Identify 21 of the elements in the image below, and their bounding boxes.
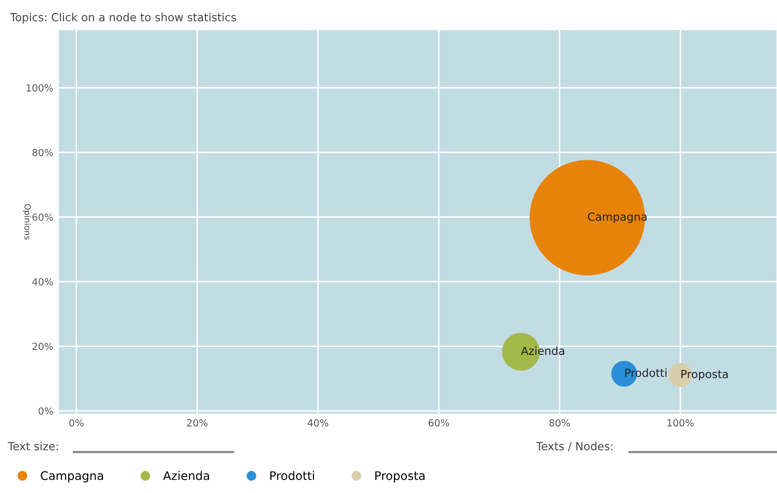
y-tick-label: 60% bbox=[32, 213, 53, 221]
text: Texts / Nodes: bbox=[536, 442, 612, 452]
legend-label: Proposta bbox=[375, 471, 425, 482]
x-tick-label: 100% bbox=[668, 419, 694, 427]
text: Text size: bbox=[8, 442, 58, 450]
x-tick-label: 40% bbox=[308, 419, 328, 427]
y-axis-title: Opinions bbox=[22, 204, 31, 240]
x-tick-label: 60% bbox=[428, 419, 450, 427]
x-tick-label: 80% bbox=[549, 419, 570, 427]
y-tick-label: 40% bbox=[32, 278, 53, 286]
text: Proposta bbox=[681, 370, 728, 380]
y-tick-label: 80% bbox=[32, 148, 53, 156]
legend-label: Campagna bbox=[40, 471, 103, 482]
x-tick-label: 20% bbox=[187, 419, 208, 427]
chart-title: Topics: Click on a node to show statistics bbox=[10, 12, 236, 24]
y-tick-label: 20% bbox=[32, 342, 53, 350]
y-tick-label: 0% bbox=[38, 407, 53, 415]
legend-label: Azienda bbox=[163, 470, 210, 480]
x-tick-label: 0% bbox=[69, 419, 84, 427]
legend-label: Prodotti bbox=[270, 470, 314, 480]
y-tick-label: 100% bbox=[26, 84, 53, 92]
